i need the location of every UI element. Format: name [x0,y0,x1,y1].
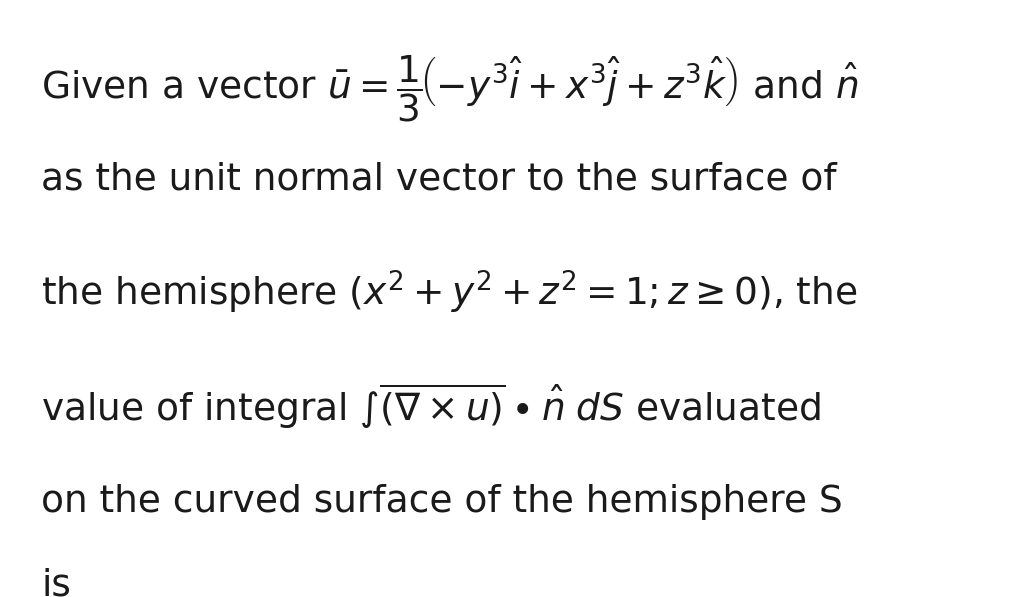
Text: the hemisphere $(x^{2}+y^{2}+z^{2}=1;z\geq 0)$, the: the hemisphere $(x^{2}+y^{2}+z^{2}=1;z\g… [41,269,858,316]
Text: Given a vector $\bar{u}=\dfrac{1}{3}\!\left(-y^{3}\hat{i}+x^{3}\hat{j}+z^{3}\hat: Given a vector $\bar{u}=\dfrac{1}{3}\!\l… [41,54,859,124]
Text: as the unit normal vector to the surface of: as the unit normal vector to the surface… [41,161,837,197]
Text: on the curved surface of the hemisphere S: on the curved surface of the hemisphere … [41,484,843,519]
Text: is: is [41,567,71,597]
Text: value of integral $\int\overline{(\nabla\times u)}\bullet\hat{n}\;dS$ evaluated: value of integral $\int\overline{(\nabla… [41,382,821,432]
